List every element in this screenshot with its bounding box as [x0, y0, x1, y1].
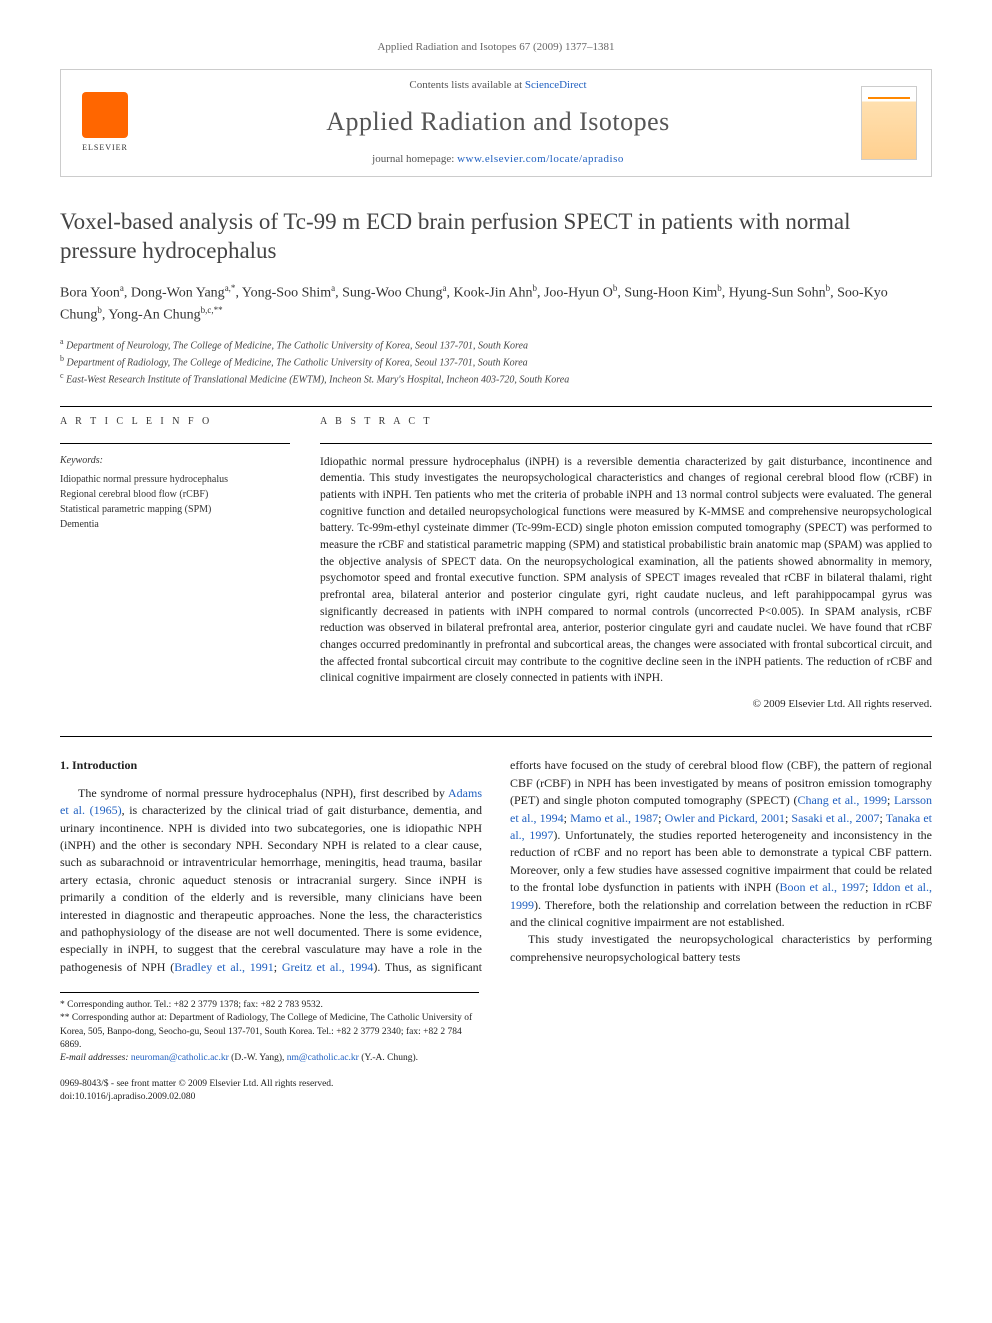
- publisher-logo: ELSEVIER: [75, 88, 135, 158]
- journal-title: Applied Radiation and Isotopes: [155, 104, 841, 140]
- keywords-heading: Keywords:: [60, 454, 290, 468]
- body-text: ;: [274, 960, 282, 974]
- body-text: , is characterized by the clinical triad…: [60, 803, 482, 974]
- footnote-line: * Corresponding author. Tel.: +82 2 3779…: [60, 999, 479, 1012]
- homepage-prefix: journal homepage:: [372, 153, 457, 165]
- divider: [60, 443, 290, 444]
- body-paragraph: This study investigated the neuropsychol…: [510, 931, 932, 966]
- contents-line: Contents lists available at ScienceDirec…: [155, 78, 841, 93]
- citation-link[interactable]: Greitz et al., 1994: [282, 960, 374, 974]
- elsevier-tree-icon: [82, 92, 128, 138]
- email-label: E-mail addresses:: [60, 1053, 129, 1063]
- abstract-copyright: © 2009 Elsevier Ltd. All rights reserved…: [320, 697, 932, 712]
- email-who: (D.-W. Yang),: [229, 1053, 287, 1063]
- contents-prefix: Contents lists available at: [409, 79, 524, 91]
- corresponding-footnotes: * Corresponding author. Tel.: +82 2 3779…: [60, 992, 479, 1065]
- body-text: ;: [865, 880, 872, 894]
- homepage-link[interactable]: www.elsevier.com/locate/apradiso: [457, 153, 624, 165]
- homepage-line: journal homepage: www.elsevier.com/locat…: [155, 152, 841, 167]
- keywords-list: Idiopathic normal pressure hydrocephalus…: [60, 472, 290, 532]
- citation-link[interactable]: Bradley et al., 1991: [174, 960, 274, 974]
- citation-link[interactable]: Sasaki et al., 2007: [791, 811, 879, 825]
- keyword-item: Statistical parametric mapping (SPM): [60, 502, 290, 517]
- doi-line: doi:10.1016/j.apradiso.2009.02.080: [60, 1091, 932, 1104]
- page-footer: 0969-8043/$ - see front matter © 2009 El…: [60, 1078, 932, 1105]
- email-link[interactable]: nm@catholic.ac.kr: [287, 1053, 359, 1063]
- citation-link[interactable]: Mamo et al., 1987: [570, 811, 658, 825]
- abstract-text: Idiopathic normal pressure hydrocephalus…: [320, 454, 932, 687]
- body-text: ). Therefore, both the relationship and …: [510, 898, 932, 929]
- divider: [60, 736, 932, 737]
- citation-link[interactable]: Chang et al., 1999: [797, 793, 887, 807]
- keyword-item: Dementia: [60, 517, 290, 532]
- keyword-item: Idiopathic normal pressure hydrocephalus: [60, 472, 290, 487]
- keyword-item: Regional cerebral blood flow (rCBF): [60, 487, 290, 502]
- sciencedirect-link[interactable]: ScienceDirect: [525, 79, 587, 91]
- author-list: Bora Yoona, Dong-Won Yanga,*, Yong-Soo S…: [60, 282, 932, 325]
- body-columns: 1. Introduction The syndrome of normal p…: [60, 757, 932, 976]
- running-head: Applied Radiation and Isotopes 67 (2009)…: [60, 40, 932, 55]
- article-info-label: A R T I C L E I N F O: [60, 415, 290, 429]
- section-number: 1.: [60, 758, 69, 772]
- footnote-line: ** Corresponding author at: Department o…: [60, 1012, 479, 1052]
- affiliations: a Department of Neurology, The College o…: [60, 336, 932, 388]
- article-title: Voxel-based analysis of Tc-99 m ECD brai…: [60, 207, 932, 267]
- section-title: Introduction: [72, 758, 137, 772]
- email-who: (Y.-A. Chung).: [359, 1053, 418, 1063]
- front-matter-line: 0969-8043/$ - see front matter © 2009 El…: [60, 1078, 932, 1091]
- body-text: ;: [887, 793, 894, 807]
- section-heading: 1. Introduction: [60, 757, 482, 774]
- journal-cover-thumb: [861, 86, 917, 160]
- body-text: The syndrome of normal pressure hydrocep…: [78, 786, 448, 800]
- divider: [320, 443, 932, 444]
- citation-link[interactable]: Owler and Pickard, 2001: [665, 811, 785, 825]
- journal-banner: ELSEVIER Contents lists available at Sci…: [60, 69, 932, 176]
- publisher-name: ELSEVIER: [82, 142, 128, 153]
- email-link[interactable]: neuroman@catholic.ac.kr: [131, 1053, 229, 1063]
- abstract-label: A B S T R A C T: [320, 415, 932, 429]
- divider: [60, 406, 932, 407]
- footnote-emails: E-mail addresses: neuroman@catholic.ac.k…: [60, 1052, 479, 1065]
- citation-link[interactable]: Boon et al., 1997: [779, 880, 865, 894]
